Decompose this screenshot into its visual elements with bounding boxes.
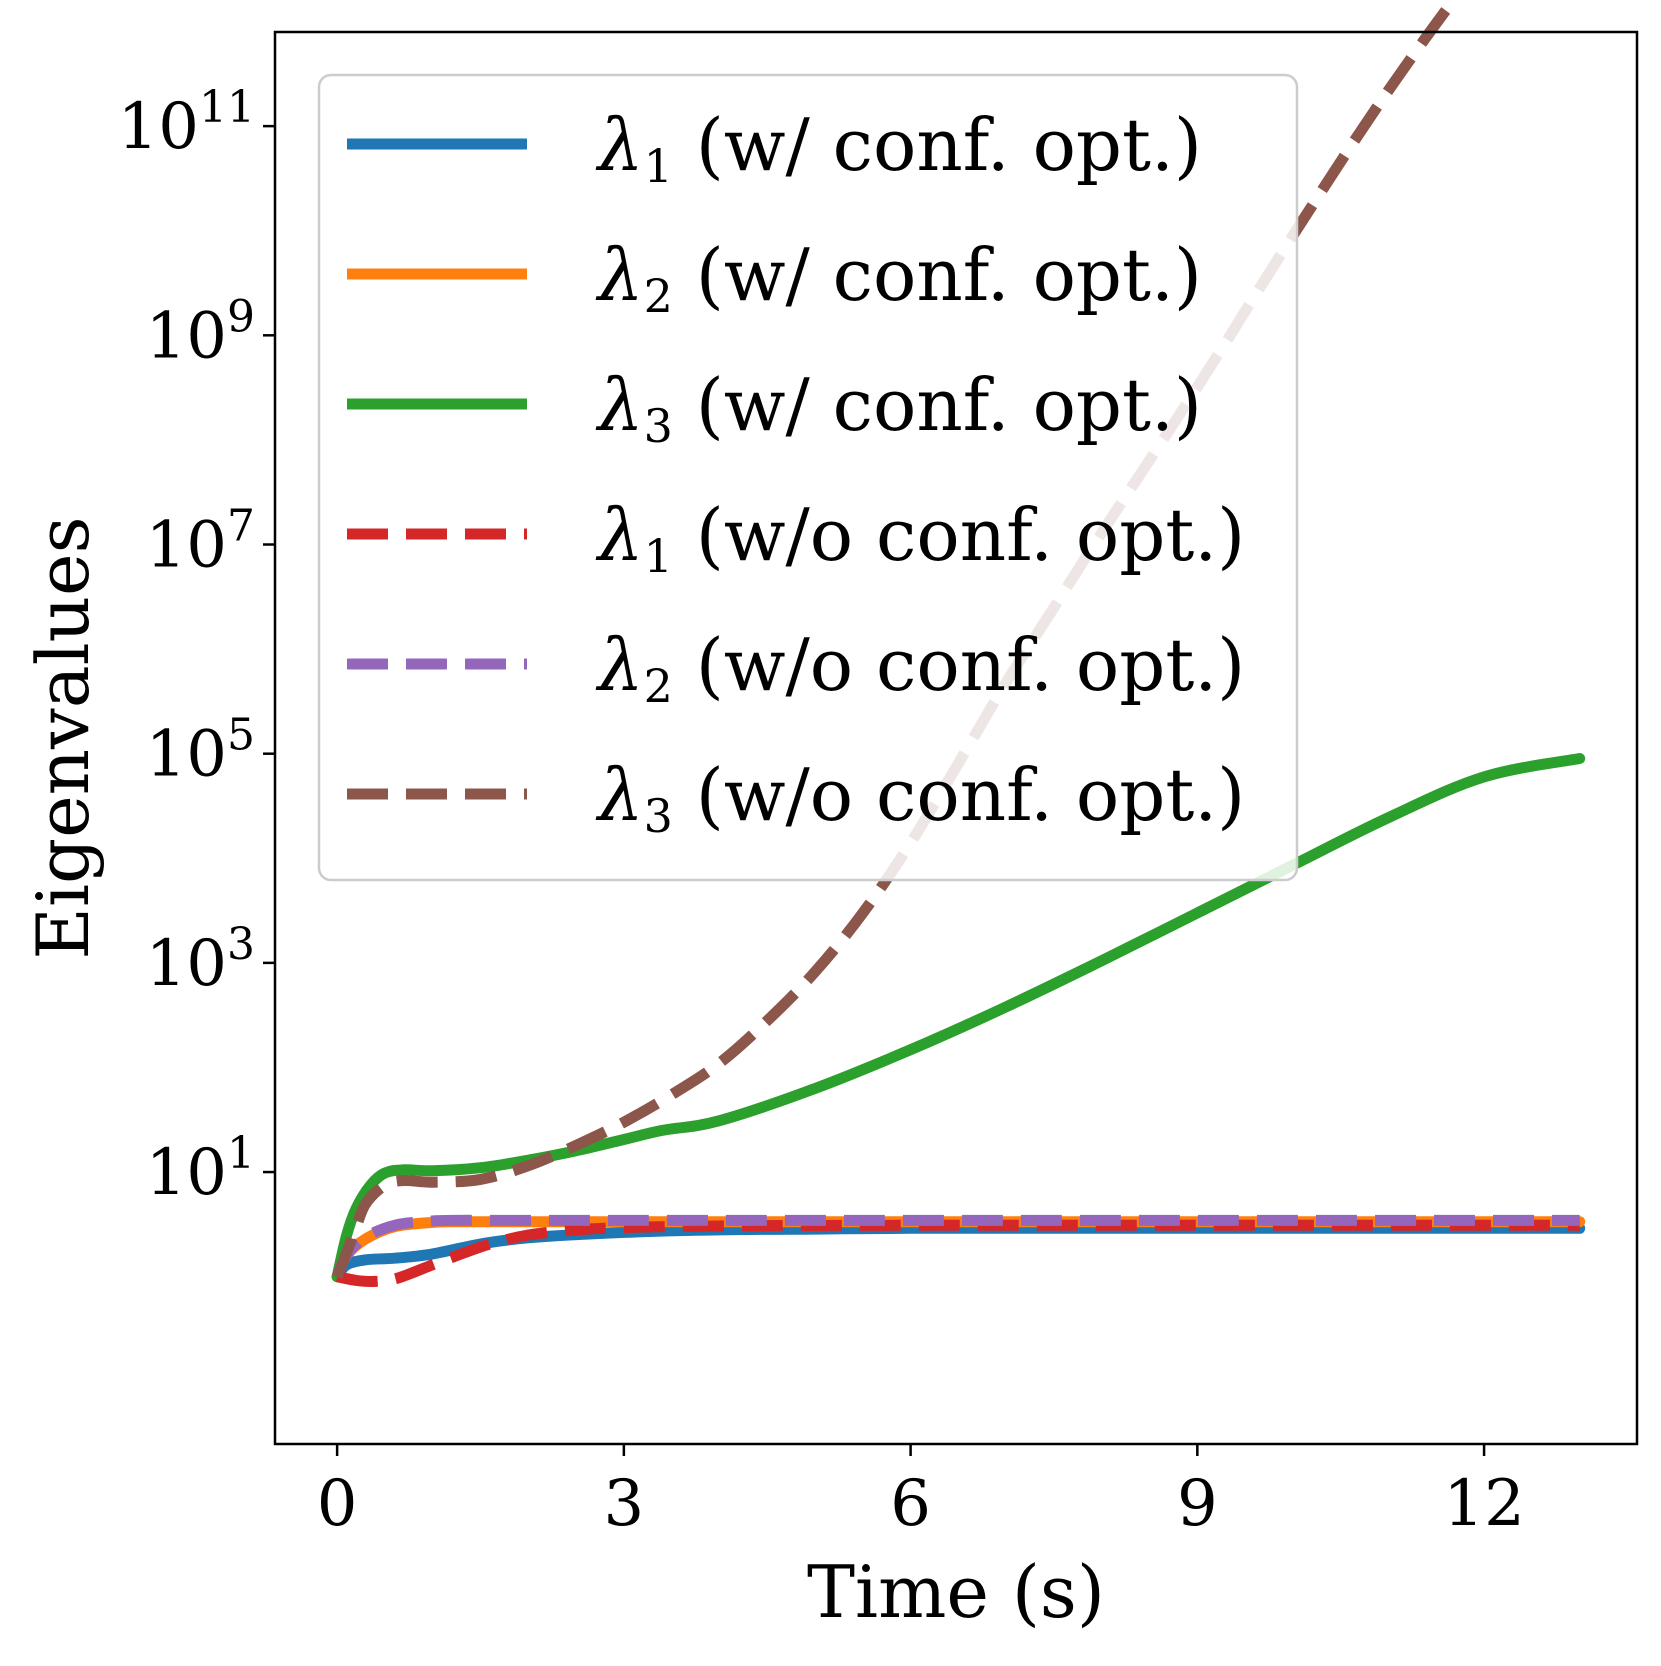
legend-label-1: λ1 (w/ conf. opt.) xyxy=(595,103,1202,193)
x-axis-label: Time (s) xyxy=(807,1550,1105,1634)
legend-label-5: λ2 (w/o conf. opt.) xyxy=(595,623,1245,713)
x-tick-label-3: 9 xyxy=(1177,1467,1218,1541)
legend-label-2: λ2 (w/ conf. opt.) xyxy=(595,233,1202,323)
x-tick-label-2: 6 xyxy=(890,1467,931,1541)
x-tick-label-4: 12 xyxy=(1443,1467,1524,1541)
y-tick-label-0: 101 xyxy=(146,1128,255,1210)
legend-items: λ1 (w/ conf. opt.) λ2 (w/ conf. opt.) λ3 (… xyxy=(347,103,1245,843)
y-tick-label-4: 109 xyxy=(146,291,255,373)
y-tick-label-5: 1011 xyxy=(118,82,255,164)
series-line-5 xyxy=(331,1214,1580,1279)
y-axis-label: Eigenvalues xyxy=(21,516,105,959)
x-tick-label-1: 3 xyxy=(604,1467,645,1541)
legend-box xyxy=(317,73,1299,882)
y-tick-label-3: 107 xyxy=(146,501,255,583)
plot-frame xyxy=(273,30,1639,1446)
legend-label-3: λ3 (w/ conf. opt.) xyxy=(595,363,1202,453)
x-tick-label-0: 0 xyxy=(317,1467,358,1541)
y-tick-label-1: 103 xyxy=(146,919,255,1001)
y-tick-label-2: 105 xyxy=(146,710,255,792)
legend-label-6: λ3 (w/o conf. opt.) xyxy=(595,753,1245,843)
legend-label-4: λ1 (w/o conf. opt.) xyxy=(595,493,1245,583)
legend: λ1 (w/ conf. opt.) λ2 (w/ conf. opt.) λ3 (… xyxy=(317,73,1299,882)
tick-layer: 0 3 6 9 12 101 103 105 107 109 1011 xyxy=(118,82,1525,1541)
